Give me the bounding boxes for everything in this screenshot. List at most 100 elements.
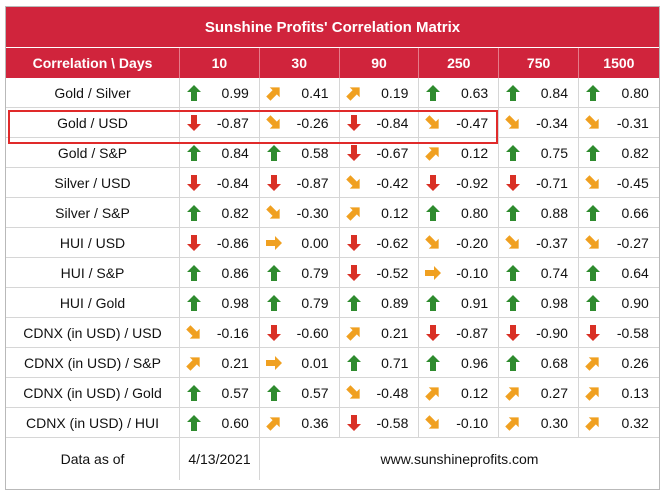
- correlation-value: 0.66: [621, 204, 649, 221]
- correlation-cell: 0.80: [579, 78, 659, 107]
- arrow-down-right-icon: [264, 114, 284, 132]
- correlation-cell: -0.20: [419, 228, 500, 257]
- correlation-value: 0.84: [540, 84, 568, 101]
- correlation-cell: -0.87: [260, 168, 340, 197]
- correlation-value: 0.41: [301, 84, 329, 101]
- correlation-value: 0.36: [301, 414, 329, 431]
- arrow-up-right-icon: [264, 414, 284, 432]
- table-row: Gold / USD -0.87 -0.26 -0.84 -0.47 -0.34 -0.31: [6, 108, 659, 138]
- table-row: Gold / S&P 0.84 0.58 -0.67 0.12 0.75 0.82: [6, 138, 659, 168]
- arrow-down-icon: [503, 174, 523, 192]
- arrow-up-right-icon: [503, 384, 523, 402]
- correlation-cell: 0.96: [419, 348, 500, 377]
- arrow-down-right-icon: [423, 414, 443, 432]
- correlation-cell: 0.82: [180, 198, 260, 227]
- correlation-cell: -0.84: [180, 168, 260, 197]
- table-row: HUI / S&P 0.86 0.79 -0.52 -0.10 0.74 0.64: [6, 258, 659, 288]
- correlation-value: 0.89: [381, 294, 409, 311]
- correlation-cell: -0.58: [579, 318, 659, 347]
- correlation-value: 0.00: [301, 234, 329, 251]
- correlation-value: 0.21: [221, 354, 249, 371]
- correlation-cell: 0.01: [260, 348, 340, 377]
- correlation-value: 0.68: [540, 354, 568, 371]
- correlation-value: 0.12: [460, 384, 489, 401]
- correlation-value: -0.84: [376, 114, 409, 131]
- correlation-cell: -0.45: [579, 168, 659, 197]
- arrow-down-icon: [423, 324, 443, 342]
- correlation-cell: -0.37: [499, 228, 579, 257]
- arrow-down-right-icon: [423, 114, 443, 132]
- header-days: 30: [260, 48, 340, 78]
- correlation-cell: -0.42: [340, 168, 420, 197]
- correlation-cell: -0.30: [260, 198, 340, 227]
- arrow-down-icon: [344, 234, 364, 252]
- correlation-value: 0.60: [221, 414, 249, 431]
- arrow-up-right-icon: [344, 84, 364, 102]
- arrow-down-right-icon: [344, 174, 364, 192]
- correlation-cell: -0.58: [340, 408, 420, 437]
- arrow-up-right-icon: [583, 354, 603, 372]
- correlation-cell: 0.74: [499, 258, 579, 287]
- arrow-right-icon: [264, 354, 284, 372]
- correlation-cell: 0.71: [340, 348, 420, 377]
- correlation-cell: 0.30: [499, 408, 579, 437]
- arrow-up-icon: [503, 144, 523, 162]
- correlation-cell: -0.16: [180, 318, 260, 347]
- arrow-up-icon: [423, 354, 443, 372]
- correlation-cell: 0.88: [499, 198, 579, 227]
- arrow-up-icon: [583, 294, 603, 312]
- arrow-down-icon: [503, 324, 523, 342]
- arrow-up-right-icon: [344, 204, 364, 222]
- table-row: HUI / USD -0.86 0.00 -0.62 -0.20 -0.37 -0.27: [6, 228, 659, 258]
- correlation-cell: -0.27: [579, 228, 659, 257]
- header-label: Correlation \ Days: [6, 48, 180, 78]
- correlation-value: 0.90: [621, 294, 649, 311]
- correlation-value: 0.79: [301, 294, 329, 311]
- arrow-up-icon: [503, 294, 523, 312]
- correlation-cell: -0.86: [180, 228, 260, 257]
- correlation-cell: -0.48: [340, 378, 420, 407]
- arrow-up-icon: [503, 204, 523, 222]
- correlation-value: -0.27: [616, 234, 649, 251]
- correlation-value: -0.62: [376, 234, 409, 251]
- correlation-value: -0.20: [456, 234, 489, 251]
- correlation-value: -0.86: [216, 234, 249, 251]
- arrow-up-right-icon: [583, 414, 603, 432]
- arrow-up-icon: [503, 354, 523, 372]
- row-label: HUI / S&P: [6, 258, 180, 287]
- correlation-value: 0.99: [221, 84, 249, 101]
- correlation-cell: 0.58: [260, 138, 340, 167]
- row-label: HUI / USD: [6, 228, 180, 257]
- footer-url[interactable]: www.sunshineprofits.com: [380, 451, 539, 467]
- row-label: Gold / S&P: [6, 138, 180, 167]
- correlation-value: 0.63: [460, 84, 489, 101]
- correlation-cell: 0.91: [419, 288, 500, 317]
- arrow-down-right-icon: [583, 234, 603, 252]
- row-label: Silver / S&P: [6, 198, 180, 227]
- correlation-cell: -0.92: [419, 168, 500, 197]
- correlation-value: 0.26: [621, 354, 649, 371]
- correlation-value: -0.87: [296, 174, 329, 191]
- header-row: Correlation \ Days 10 30 90 250 750 1500: [6, 48, 659, 78]
- row-label: CDNX (in USD) / USD: [6, 318, 180, 347]
- table-row: Silver / S&P 0.82 -0.30 0.12 0.80 0.88 0.66: [6, 198, 659, 228]
- correlation-cell: 0.63: [419, 78, 500, 107]
- header-days: 1500: [603, 55, 635, 71]
- correlation-cell: 0.75: [499, 138, 579, 167]
- arrow-down-right-icon: [423, 234, 443, 252]
- arrow-up-icon: [184, 294, 204, 312]
- correlation-cell: 0.27: [499, 378, 579, 407]
- arrow-up-icon: [503, 84, 523, 102]
- arrow-down-icon: [264, 174, 284, 192]
- arrow-up-right-icon: [423, 144, 443, 162]
- correlation-matrix-table: Sunshine Profits' Correlation Matrix Cor…: [5, 6, 660, 490]
- correlation-cell: 0.19: [340, 78, 420, 107]
- correlation-cell: 0.79: [260, 288, 340, 317]
- table-title: Sunshine Profits' Correlation Matrix: [6, 7, 659, 48]
- table-row: Silver / USD -0.84 -0.87 -0.42 -0.92 -0.71 -0.…: [6, 168, 659, 198]
- arrow-up-icon: [583, 84, 603, 102]
- arrow-up-icon: [423, 294, 443, 312]
- arrow-up-icon: [583, 264, 603, 282]
- correlation-value: 0.74: [540, 264, 568, 281]
- correlation-value: -0.10: [456, 264, 489, 281]
